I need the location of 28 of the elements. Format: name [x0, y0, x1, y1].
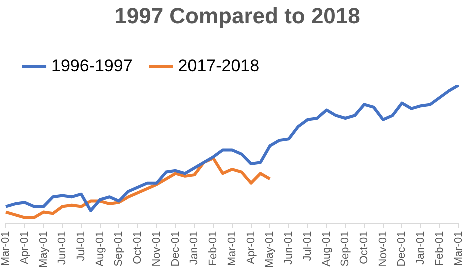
x-tick-label: Jun-01 [283, 231, 296, 265]
x-tick-label: Apr-01 [18, 231, 31, 264]
x-tick-label: Jan-01 [415, 231, 428, 265]
x-tick-label: Jul-01 [302, 231, 314, 262]
x-tick-label: Aug-01 [320, 231, 333, 267]
x-tick-label: Mar-01 [452, 231, 465, 266]
x-tick-label: Oct-01 [132, 231, 144, 264]
x-tick-label: Nov-01 [150, 231, 163, 267]
legend-label: 2017-2018 [178, 56, 260, 76]
x-tick-label: Dec-01 [170, 231, 182, 267]
x-tick-label: Oct-01 [358, 231, 370, 264]
x-tick-label: Jan-01 [188, 231, 201, 265]
legend-label: 1996-1997 [52, 56, 133, 76]
x-tick-label: Mar-01 [0, 231, 12, 266]
x-tick-label: Aug-01 [94, 231, 106, 267]
chart-title: 1997 Compared to 2018 [114, 3, 360, 28]
x-tick-label: Apr-01 [245, 231, 258, 264]
x-tick-label: Dec-01 [396, 231, 408, 267]
x-tick-label: Sep-01 [340, 231, 352, 267]
x-tick-label: May-01 [38, 231, 50, 268]
x-tick-label: Feb-01 [208, 231, 220, 266]
x-tick-label: Feb-01 [434, 231, 446, 266]
x-tick-label: Jun-01 [56, 231, 69, 265]
x-tick-label: Mar-01 [226, 231, 238, 266]
x-tick-label: Sep-01 [113, 231, 126, 267]
x-tick-label: Nov-01 [377, 231, 390, 267]
x-tick-label: Jul-01 [76, 231, 88, 262]
x-tick-label: May-01 [264, 231, 276, 268]
